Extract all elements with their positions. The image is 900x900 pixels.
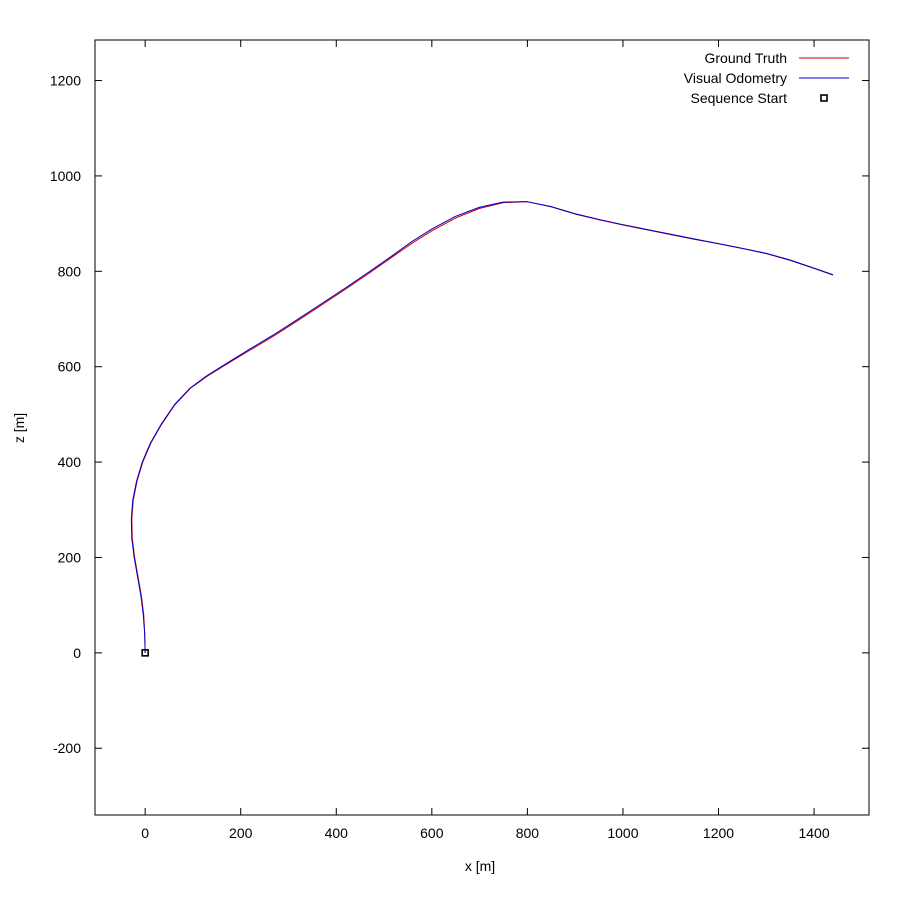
- series-line-visual-odometry: [130, 201, 833, 653]
- x-axis-label: x [m]: [465, 858, 495, 874]
- y-tick-label: 1200: [50, 73, 81, 89]
- axis-ticks: [95, 40, 869, 815]
- x-tick-label: 1400: [798, 825, 829, 841]
- legend-label-visual-odometry: Visual Odometry: [684, 70, 787, 86]
- x-tick-label: 1200: [703, 825, 734, 841]
- y-tick-label: 200: [58, 549, 82, 565]
- y-tick-label: 0: [73, 645, 81, 661]
- x-tick-label: 200: [229, 825, 253, 841]
- x-tick-label: 800: [516, 825, 540, 841]
- legend-marker-sequence-start: [820, 94, 828, 102]
- legend: Ground Truth Visual Odometry Sequence St…: [684, 50, 849, 106]
- y-tick-label: 400: [58, 454, 82, 470]
- x-tick-label: 1000: [607, 825, 638, 841]
- y-tick-label: 1000: [50, 168, 81, 184]
- series-line-ground-truth: [131, 201, 834, 653]
- y-axis-label: z [m]: [11, 413, 27, 443]
- series-layer: [130, 201, 834, 657]
- x-tick-label: 600: [420, 825, 444, 841]
- y-tick-label: 600: [58, 359, 82, 375]
- sequence-start-marker: [141, 649, 149, 657]
- y-tick-label: -200: [53, 740, 81, 756]
- x-tick-label: 400: [325, 825, 349, 841]
- legend-label-ground-truth: Ground Truth: [705, 50, 788, 66]
- legend-label-sequence-start: Sequence Start: [690, 90, 787, 106]
- y-tick-label: 800: [58, 263, 82, 279]
- tick-labels: 0 200 400 600 800 1000 1200 1400 -200 0 200 400 600 8…: [50, 73, 830, 841]
- x-tick-label: 0: [141, 825, 149, 841]
- plot-frame: [94, 39, 870, 816]
